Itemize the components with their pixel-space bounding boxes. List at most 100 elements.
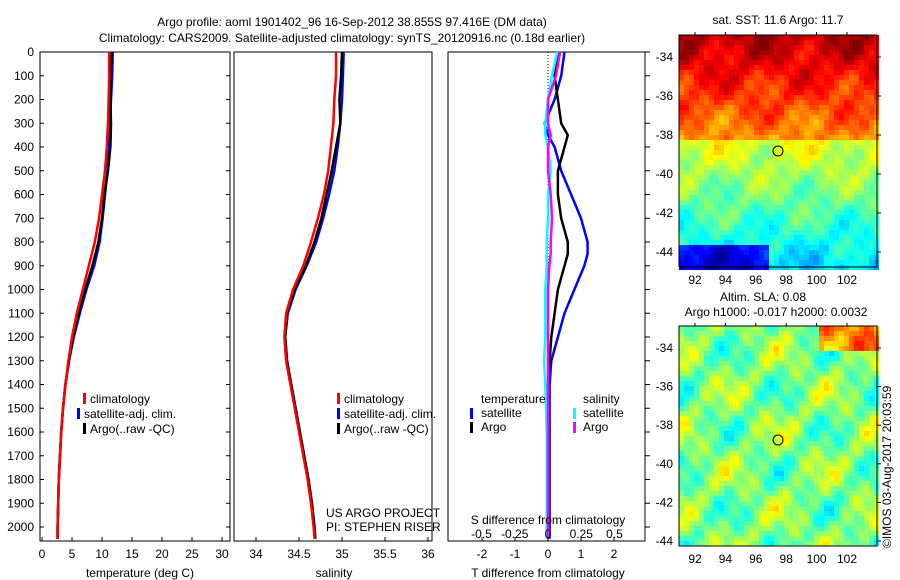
map-cell	[694, 185, 699, 190]
map-cell	[804, 205, 809, 210]
map-cell	[739, 526, 744, 531]
map-cell	[789, 230, 794, 235]
map-cell	[794, 456, 799, 461]
map-cell	[784, 165, 789, 170]
map-cell	[789, 105, 794, 110]
map-cell	[739, 95, 744, 100]
map-cell	[784, 175, 789, 180]
map-cell	[829, 366, 834, 371]
map-cell	[684, 421, 689, 426]
map-cell	[789, 491, 794, 496]
map-cell	[684, 396, 689, 401]
map-cell	[834, 85, 839, 90]
map-cell	[774, 90, 779, 95]
map-cell	[774, 426, 779, 431]
map-cell	[789, 130, 794, 135]
map-cell	[749, 411, 754, 416]
map-cell	[844, 521, 849, 526]
map-cell	[759, 120, 764, 125]
map-cell	[764, 180, 769, 185]
map-cell	[804, 240, 809, 245]
map-cell	[779, 336, 784, 341]
map-cell	[749, 80, 754, 85]
map-cell	[859, 476, 864, 481]
map-cell	[804, 501, 809, 506]
map-cell	[754, 346, 759, 351]
map-cell	[794, 411, 799, 416]
legend-s-argo-swatch	[573, 422, 576, 433]
map-cell	[704, 361, 709, 366]
map-cell	[789, 100, 794, 105]
map-cell	[719, 516, 724, 521]
map-cell	[814, 170, 819, 175]
map-cell	[794, 426, 799, 431]
map-cell	[774, 140, 779, 145]
map-cell	[804, 521, 809, 526]
map-cell	[804, 451, 809, 456]
map-cell	[814, 396, 819, 401]
map-cell	[724, 531, 729, 536]
map-cell	[704, 145, 709, 150]
map-cell	[799, 115, 804, 120]
map-cell	[819, 130, 824, 135]
map-cell	[864, 381, 869, 386]
map-cell	[854, 511, 859, 516]
map-cell	[694, 431, 699, 436]
map-cell	[729, 341, 734, 346]
map-cell	[849, 461, 854, 466]
map-cell	[824, 95, 829, 100]
map-cell	[839, 235, 844, 240]
map-cell	[719, 506, 724, 511]
map-cell	[709, 145, 714, 150]
map-cell	[714, 105, 719, 110]
map-cell	[769, 341, 774, 346]
map-cell	[804, 255, 809, 260]
map-cell	[814, 245, 819, 250]
map-cell	[724, 351, 729, 356]
map-cell	[704, 165, 709, 170]
map-cell	[754, 140, 759, 145]
map-cell	[849, 506, 854, 511]
map-cell	[764, 85, 769, 90]
map-cell	[764, 130, 769, 135]
map-cell	[774, 466, 779, 471]
map-cell	[759, 371, 764, 376]
temperature-line-0	[56, 52, 111, 539]
map-cell	[754, 381, 759, 386]
map-cell	[684, 386, 689, 391]
map-cell	[729, 391, 734, 396]
map-cell	[834, 235, 839, 240]
map-cell	[724, 220, 729, 225]
map-cell	[709, 50, 714, 55]
map-cell	[779, 476, 784, 481]
map-cell	[754, 85, 759, 90]
map-cell	[729, 486, 734, 491]
map-cell	[859, 165, 864, 170]
map-cell	[854, 361, 859, 366]
map-cell	[834, 230, 839, 235]
map-cell	[704, 356, 709, 361]
map-cell	[739, 170, 744, 175]
map-cell	[784, 150, 789, 155]
map-cell	[819, 401, 824, 406]
map-cell	[824, 215, 829, 220]
map-cell	[689, 185, 694, 190]
map-cell	[854, 220, 859, 225]
map-cell	[819, 110, 824, 115]
map-cell	[849, 115, 854, 120]
map-cell	[779, 426, 784, 431]
map-cell	[764, 536, 769, 541]
map-cell	[799, 486, 804, 491]
map-cell	[784, 381, 789, 386]
map-cell	[709, 441, 714, 446]
map-cell	[744, 165, 749, 170]
map-cell	[819, 260, 824, 265]
map-cell	[774, 526, 779, 531]
map-cell	[799, 526, 804, 531]
map-cell	[734, 35, 739, 40]
map-cell	[804, 50, 809, 55]
map-cell	[774, 351, 779, 356]
map-cell	[774, 200, 779, 205]
map-cell	[834, 125, 839, 130]
